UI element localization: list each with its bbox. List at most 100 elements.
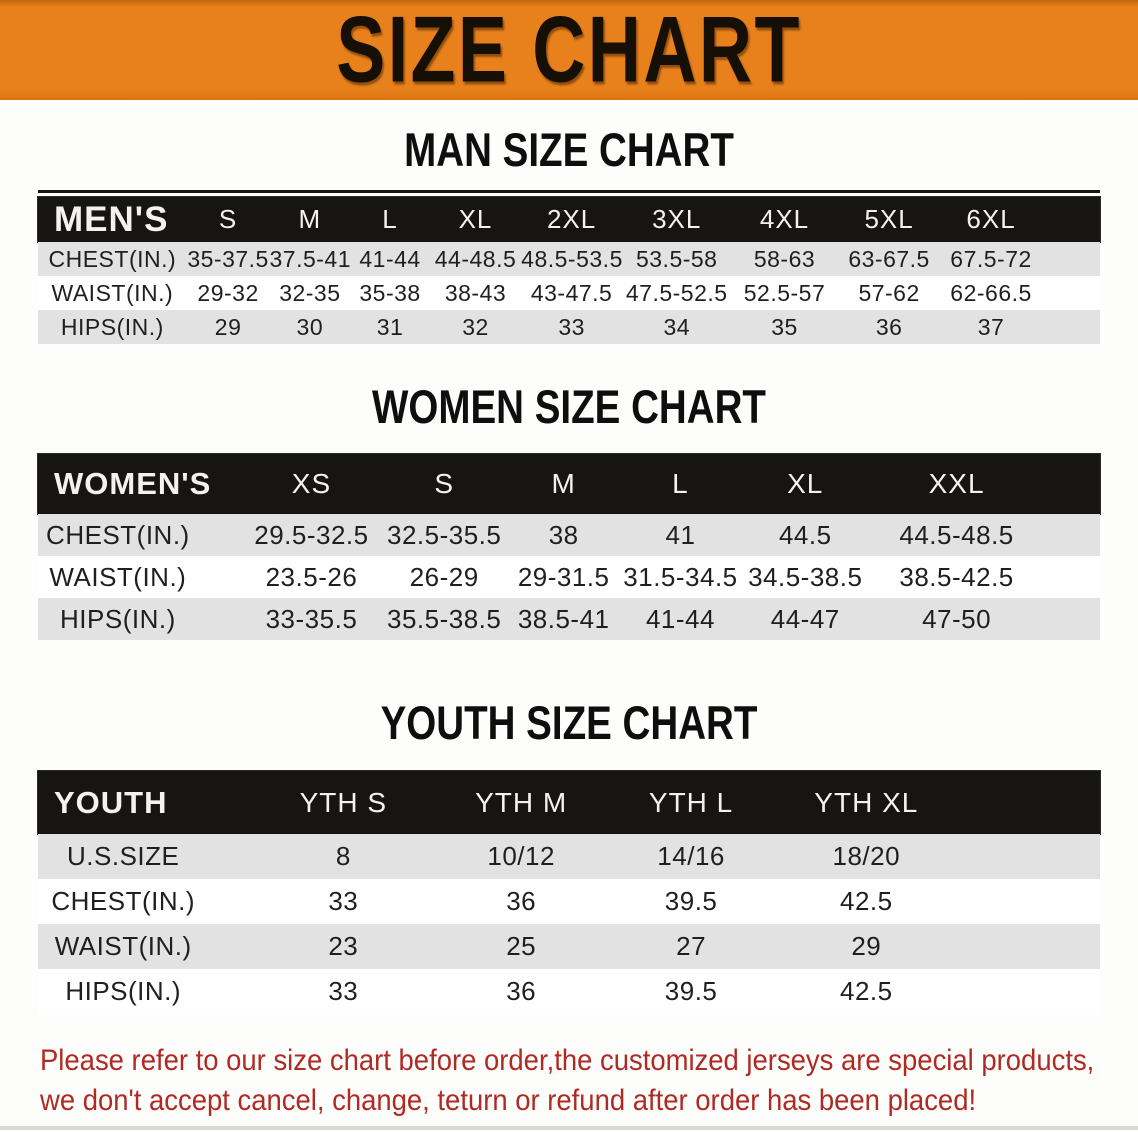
table-cell: 32-35 bbox=[279, 279, 341, 306]
women-waist-row: WAIST(IN.) 23.5-26 26-29 29-31.5 31.5-34… bbox=[38, 556, 1100, 598]
women-col-header: M bbox=[551, 468, 576, 499]
row-label: HIPS(IN.) bbox=[60, 603, 176, 634]
table-cell: 35-38 bbox=[359, 279, 421, 306]
table-cell: 29-32 bbox=[197, 279, 259, 306]
table-cell: 42.5 bbox=[840, 976, 893, 1006]
table-cell: 33 bbox=[328, 886, 359, 916]
table-cell: 32.5-35.5 bbox=[387, 519, 502, 550]
row-label: U.S.SIZE bbox=[67, 841, 180, 871]
youth-table-header-row: YOUTH YTH S YTH M YTH L YTH XL bbox=[38, 771, 1100, 834]
table-cell: 62-66.5 bbox=[950, 279, 1032, 306]
table-cell: 37 bbox=[977, 313, 1005, 340]
table-cell: 52.5-57 bbox=[743, 279, 826, 306]
women-col-header: XS bbox=[291, 468, 332, 499]
row-label: CHEST(IN.) bbox=[51, 886, 196, 916]
table-cell: 29.5-32.5 bbox=[254, 519, 369, 550]
table-cell: 31.5-34.5 bbox=[623, 561, 738, 592]
table-cell: 35.5-38.5 bbox=[387, 603, 502, 634]
table-cell: 63-67.5 bbox=[848, 245, 930, 272]
men-chest-row: CHEST(IN.) 35-37.5 37.5-41 41-44 44-48.5… bbox=[38, 242, 1100, 276]
table-cell: 38.5-41 bbox=[517, 603, 610, 634]
men-col-header: XL bbox=[458, 204, 493, 234]
table-cell: 14/16 bbox=[657, 841, 725, 871]
youth-section-title: YOUTH SIZE CHART bbox=[380, 696, 758, 749]
men-waist-row: WAIST(IN.) 29-32 32-35 35-38 38-43 43-47… bbox=[38, 276, 1100, 310]
table-cell: 42.5 bbox=[840, 886, 893, 916]
table-cell: 34.5-38.5 bbox=[748, 561, 863, 592]
table-cell: 47-50 bbox=[922, 603, 992, 634]
table-cell: 10/12 bbox=[487, 841, 555, 871]
table-cell: 8 bbox=[335, 841, 351, 871]
table-cell: 29-31.5 bbox=[517, 561, 610, 592]
table-cell: 29 bbox=[214, 313, 242, 340]
men-col-header: M bbox=[298, 204, 322, 234]
men-col-header: 6XL bbox=[966, 204, 1016, 234]
table-cell: 37.5-41 bbox=[269, 245, 352, 272]
table-cell: 33 bbox=[558, 313, 585, 340]
disclaimer-line-1: Please refer to our size chart before or… bbox=[40, 1044, 1095, 1077]
men-size-table: MEN'S S M L XL 2XL 3XL 4XL 5XL 6XL CHEST… bbox=[38, 190, 1100, 344]
table-cell: 36 bbox=[506, 976, 537, 1006]
table-cell: 48.5-53.5 bbox=[521, 245, 623, 272]
youth-col-header: YTH S bbox=[299, 786, 388, 818]
bottom-edge-line bbox=[0, 1126, 1138, 1130]
youth-chest-row: CHEST(IN.) 33 36 39.5 42.5 bbox=[38, 879, 1100, 924]
table-cell: 31 bbox=[376, 313, 404, 340]
row-label: CHEST(IN.) bbox=[46, 519, 190, 550]
table-cell: 44-48.5 bbox=[434, 245, 517, 272]
youth-size-table: YOUTH YTH S YTH M YTH L YTH XL U.S.SIZE … bbox=[38, 771, 1100, 1014]
row-label: WAIST(IN.) bbox=[51, 279, 174, 306]
table-cell: 44.5 bbox=[778, 519, 832, 550]
table-cell: 58-63 bbox=[753, 245, 816, 272]
banner: SIZE CHART bbox=[0, 0, 1138, 100]
men-col-header: L bbox=[382, 204, 398, 234]
men-section-title: MAN SIZE CHART bbox=[404, 123, 734, 176]
table-cell: 53.5-58 bbox=[635, 245, 718, 272]
row-label: HIPS(IN.) bbox=[65, 976, 182, 1006]
men-header-label: MEN'S bbox=[54, 199, 169, 239]
table-cell: 44.5-48.5 bbox=[899, 519, 1014, 550]
table-cell: 39.5 bbox=[664, 976, 718, 1006]
row-label: HIPS(IN.) bbox=[60, 313, 164, 340]
banner-title: SIZE CHART bbox=[336, 0, 802, 103]
men-col-header: 2XL bbox=[546, 204, 597, 234]
men-hips-row: HIPS(IN.) 29 30 31 32 33 34 35 36 37 bbox=[38, 310, 1100, 344]
youth-ussize-row: U.S.SIZE 8 10/12 14/16 18/20 bbox=[38, 834, 1100, 879]
disclaimer-line-2: we don't accept cancel, change, teturn o… bbox=[40, 1084, 977, 1117]
women-col-header: XXL bbox=[928, 468, 985, 499]
youth-col-header: YTH L bbox=[648, 786, 734, 818]
table-cell: 35-37.5 bbox=[187, 245, 269, 272]
table-cell: 27 bbox=[676, 931, 707, 961]
row-label: WAIST(IN.) bbox=[54, 931, 192, 961]
table-cell: 39.5 bbox=[664, 886, 718, 916]
table-cell: 47.5-52.5 bbox=[625, 279, 728, 306]
table-cell: 35 bbox=[771, 313, 798, 340]
table-cell: 43-47.5 bbox=[530, 279, 613, 306]
women-col-header: XL bbox=[787, 468, 824, 499]
table-cell: 23.5-26 bbox=[265, 561, 358, 592]
table-cell: 18/20 bbox=[832, 841, 901, 871]
table-cell: 36 bbox=[506, 886, 537, 916]
men-col-header: S bbox=[218, 204, 238, 234]
row-label: CHEST(IN.) bbox=[48, 245, 177, 272]
table-cell: 44-47 bbox=[770, 603, 840, 634]
table-cell: 26-29 bbox=[409, 561, 479, 592]
table-cell: 25 bbox=[506, 931, 537, 961]
table-cell: 38 bbox=[548, 519, 579, 550]
men-table-header-row: MEN'S S M L XL 2XL 3XL 4XL 5XL 6XL bbox=[38, 197, 1100, 242]
table-cell: 41-44 bbox=[359, 245, 421, 272]
youth-col-header: YTH M bbox=[475, 786, 568, 818]
women-table-header-row: WOMEN'S XS S M L XL XXL bbox=[38, 454, 1100, 514]
women-col-header: L bbox=[672, 468, 689, 499]
table-cell: 38.5-42.5 bbox=[899, 561, 1014, 592]
table-cell: 33-35.5 bbox=[265, 603, 358, 634]
table-cell: 36 bbox=[875, 313, 903, 340]
women-col-header: S bbox=[434, 468, 455, 499]
table-cell: 23 bbox=[328, 931, 359, 961]
women-hips-row: HIPS(IN.) 33-35.5 35.5-38.5 38.5-41 41-4… bbox=[38, 598, 1100, 640]
men-col-header: 3XL bbox=[652, 204, 702, 234]
women-chest-row: CHEST(IN.) 29.5-32.5 32.5-35.5 38 41 44.… bbox=[38, 514, 1100, 556]
row-label: WAIST(IN.) bbox=[49, 561, 187, 592]
table-cell: 67.5-72 bbox=[950, 245, 1032, 272]
